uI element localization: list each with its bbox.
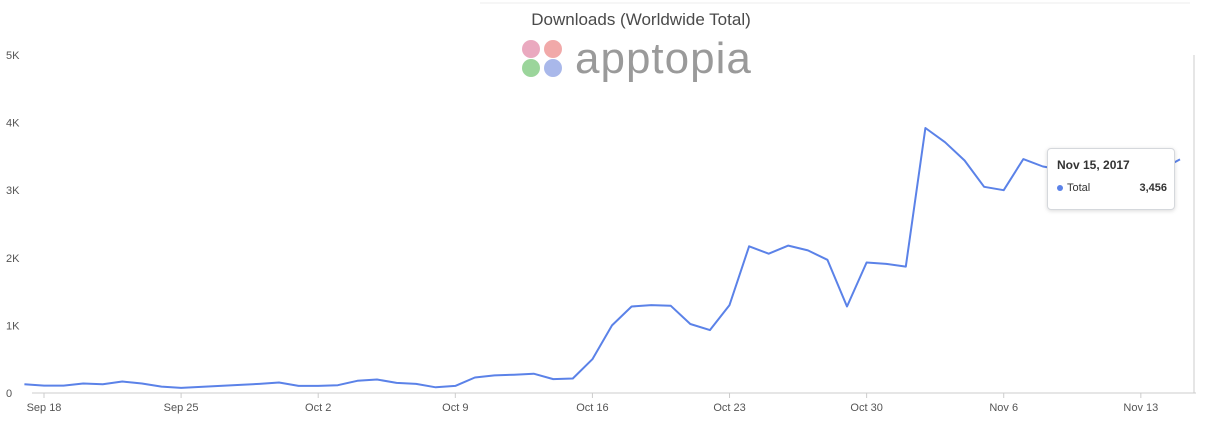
x-tick-label: Oct 2 [305,402,331,414]
chart-title: Downloads (Worldwide Total) [531,10,751,29]
x-tick-label: Oct 23 [713,402,745,414]
y-tick-label: 4K [6,118,20,130]
tooltip-row: Total 3,456 [1057,182,1167,194]
x-axis: Sep 18 Sep 25 Oct 2 Oct 9 Oct 16 Oct 23 Oct 30… [27,393,1158,414]
apptopia-watermark: apptopia [522,34,752,83]
apptopia-logo-icon [522,40,562,77]
series-layer [24,127,1181,389]
tooltip-value: 3,456 [1139,182,1167,194]
y-tick-label: 0 [6,388,12,400]
y-tick-label: 5K [6,50,20,62]
x-tick-label: Nov 6 [989,402,1018,414]
logo-text: apptopia [575,34,752,83]
x-tick-label: Sep 18 [27,402,62,414]
series-line-total [24,127,1181,389]
x-tick-label: Oct 30 [850,402,882,414]
x-tick-label: Sep 25 [164,402,199,414]
logo-petal-blue [544,59,562,77]
logo-petal-pink [522,40,540,58]
y-tick-label: 1K [6,320,20,332]
tooltip: Nov 15, 2017 Total 3,456 [1047,148,1175,210]
y-tick-label: 2K [6,253,20,265]
logo-petal-peach [544,40,562,58]
x-tick-label: Nov 13 [1123,402,1158,414]
tooltip-date: Nov 15, 2017 [1057,158,1130,172]
x-tick-label: Oct 9 [442,402,468,414]
y-tick-label: 3K [6,185,20,197]
tooltip-series-label: Total [1067,182,1091,194]
y-axis: 0 1K 2K 3K 4K 5K [6,50,20,400]
x-tick-label: Oct 16 [576,402,608,414]
tooltip-series-dot-icon [1057,185,1063,192]
logo-petal-green [522,59,540,77]
